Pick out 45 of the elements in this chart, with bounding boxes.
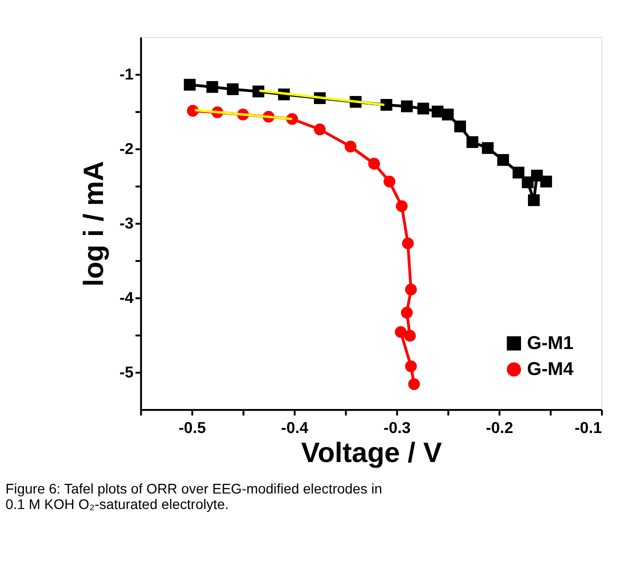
point xyxy=(206,81,218,93)
point xyxy=(402,238,414,250)
y-axis-title: log i / mA xyxy=(78,160,109,287)
point xyxy=(497,154,510,166)
legend-label: G-M4 xyxy=(526,358,574,380)
y-tick-label: -3 xyxy=(120,215,134,232)
point xyxy=(186,104,199,117)
point xyxy=(380,98,392,111)
point xyxy=(405,284,417,296)
point xyxy=(226,83,239,96)
text: 0.1 M KOH O₂-saturated electrolyte. xyxy=(5,496,229,512)
y-tick-label: -2 xyxy=(120,140,134,158)
point xyxy=(400,306,413,319)
point xyxy=(466,136,478,148)
caption: Figure 6: Tafel plots of ORR over EEG-modified electrodes in xyxy=(5,480,382,496)
point xyxy=(512,166,524,179)
point xyxy=(252,86,264,98)
x-tick-label: -0.3 xyxy=(383,420,411,438)
y-tick-label: -1 xyxy=(120,66,134,84)
point xyxy=(482,142,494,154)
point xyxy=(384,176,396,188)
x-tick-label: -0.5 xyxy=(178,420,206,438)
point xyxy=(405,360,417,372)
point xyxy=(408,378,420,390)
x-axis-title: Voltage / V xyxy=(301,437,442,468)
point xyxy=(417,102,430,114)
point xyxy=(404,330,416,342)
point xyxy=(432,106,444,118)
point xyxy=(540,176,552,188)
point xyxy=(400,100,413,112)
x-tick-label: -0.1 xyxy=(574,420,602,438)
x-tick-label: -0.4 xyxy=(281,420,308,438)
point xyxy=(344,140,356,152)
point xyxy=(528,194,540,206)
point xyxy=(394,326,407,338)
x-tick-label: -0.2 xyxy=(486,420,514,438)
point xyxy=(184,78,196,91)
point xyxy=(314,124,326,136)
point xyxy=(368,158,380,170)
y-tick-label: -5 xyxy=(120,364,134,382)
point xyxy=(454,120,466,132)
legend-label: G-M1 xyxy=(526,332,574,353)
point xyxy=(442,108,454,120)
point xyxy=(396,200,408,212)
y-tick-label: -4 xyxy=(120,290,134,307)
